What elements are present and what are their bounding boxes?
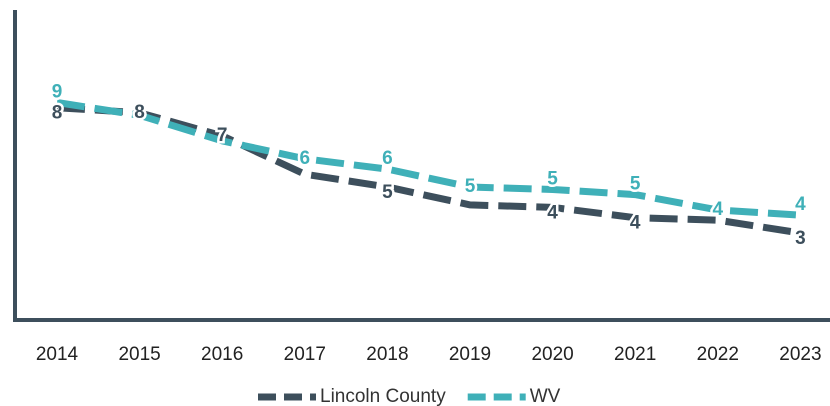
data-label: 4 <box>795 194 806 215</box>
x-tick-label: 2014 <box>36 344 79 365</box>
data-label: 4 <box>630 213 641 234</box>
data-label: 5 <box>465 176 476 197</box>
x-tick-label: 2022 <box>697 344 739 365</box>
x-tick-label: 2017 <box>284 344 326 365</box>
line-series <box>56 99 801 219</box>
data-label: 3 <box>795 228 806 249</box>
x-tick-label: 2023 <box>779 344 821 365</box>
data-label: 4 <box>713 199 724 220</box>
x-tick-label: 2020 <box>531 344 573 365</box>
x-tick-label: 2015 <box>118 344 160 365</box>
legend-label: Lincoln County <box>320 386 446 406</box>
data-label: 6 <box>300 148 311 169</box>
data-label: 4 <box>547 202 558 223</box>
x-tick-label: 2021 <box>614 344 656 365</box>
line-series <box>56 104 801 237</box>
x-tick-label: 2018 <box>366 344 408 365</box>
x-tick-label: 2019 <box>449 344 491 365</box>
data-label: 6 <box>382 148 393 169</box>
x-tick-label: 2016 <box>201 344 243 365</box>
data-label: 5 <box>382 182 393 203</box>
data-label: 5 <box>547 169 558 190</box>
data-label: 9 <box>52 82 63 103</box>
data-label: 8 <box>134 102 145 123</box>
data-label: 7 <box>217 125 228 146</box>
legend-label: WV <box>530 386 561 406</box>
data-label: 5 <box>630 174 641 195</box>
data-label: 8 <box>52 103 63 124</box>
